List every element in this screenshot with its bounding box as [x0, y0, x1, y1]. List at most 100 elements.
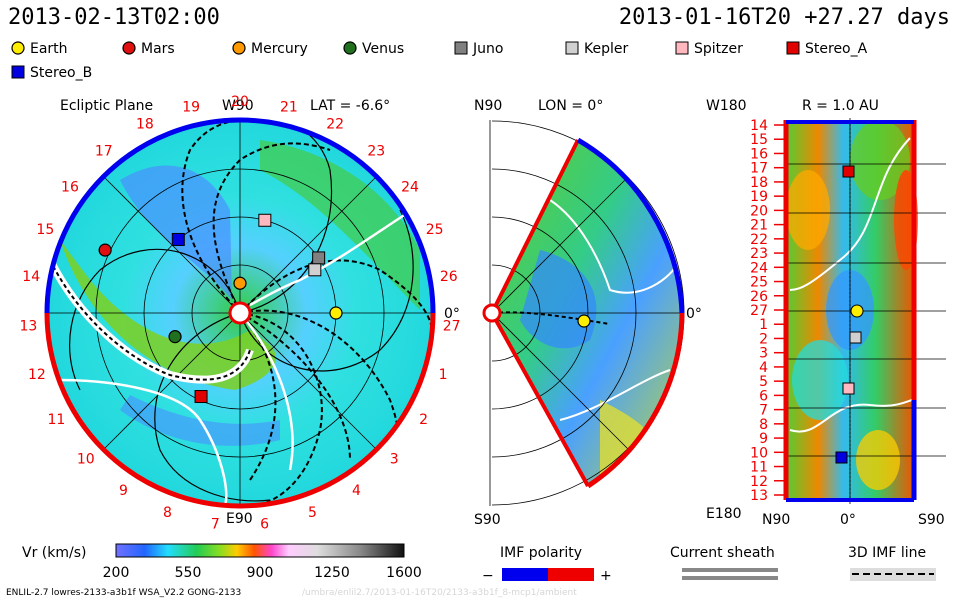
imf-line-label: 3D IMF line — [848, 545, 926, 561]
ecliptic-marker-mars — [98, 243, 112, 257]
synoptic-tick-5: 5 — [759, 374, 768, 390]
legend-label-venus: Venus — [362, 41, 404, 57]
synoptic-tick-27: 27 — [750, 303, 768, 319]
imf-line-bg — [850, 568, 936, 581]
synoptic-tick-1: 1 — [759, 317, 768, 333]
datetime-left: 2013-02-13T02:00 — [8, 5, 220, 30]
synoptic-tick-13: 13 — [750, 488, 768, 504]
legend-label-mars: Mars — [141, 41, 175, 57]
current-sheath-legend: Current sheath — [670, 545, 778, 580]
ecliptic-marker-spitzer — [258, 213, 272, 227]
legend-swatch-stereo-b — [11, 65, 25, 79]
path-watermark: /umbra/enlil2.7/2013-01-16T20/2133-a3b1f… — [302, 588, 577, 598]
synoptic-tick-2: 2 — [759, 331, 768, 347]
synoptic-tick-15: 15 — [750, 132, 768, 148]
synoptic-tick-6: 6 — [759, 388, 768, 404]
meridional-earth-marker — [577, 314, 591, 328]
carrington-tick-15: 15 — [36, 222, 54, 238]
synoptic-tick-9: 9 — [759, 431, 768, 447]
meridional-sun-marker — [482, 303, 502, 323]
synoptic-tick-23: 23 — [750, 246, 768, 262]
synoptic-tick-3: 3 — [759, 346, 768, 362]
synoptic-tick-20: 20 — [750, 203, 768, 219]
current-sheath-label: Current sheath — [670, 545, 775, 561]
carrington-tick-7: 7 — [211, 517, 220, 533]
ecliptic-marker-mercury — [233, 276, 247, 290]
carrington-tick-5: 5 — [308, 505, 317, 521]
legend-label-juno: Juno — [472, 41, 503, 57]
synoptic-title: R = 1.0 AU — [802, 98, 879, 114]
legend-swatch-mercury — [232, 41, 246, 55]
imf-line-legend: 3D IMF line — [848, 545, 936, 581]
carrington-tick-11: 11 — [47, 412, 65, 428]
synoptic-stereo-b-marker — [835, 451, 848, 464]
ecliptic-bottom-label: E90 — [226, 511, 253, 527]
legend-label-earth: Earth — [30, 41, 68, 57]
carrington-tick-22: 22 — [326, 117, 344, 133]
legend-swatch-kepler — [565, 41, 579, 55]
ecliptic-marker-juno — [312, 251, 326, 265]
meridional-arc-north — [576, 137, 685, 314]
carrington-tick-27: 27 — [443, 318, 461, 334]
carrington-tick-24: 24 — [401, 179, 419, 195]
legend-swatch-venus — [343, 41, 357, 55]
ecliptic-planet-markers — [98, 213, 343, 404]
ecliptic-lat-label: LAT = -6.6° — [310, 98, 390, 114]
synoptic-top-left-label: W180 — [706, 98, 747, 114]
legend-swatch-earth — [11, 41, 25, 55]
meridional-panel: N90 LON = 0° S90 0° — [474, 98, 702, 528]
carrington-tick-3: 3 — [390, 451, 399, 467]
synoptic-x-label-0: 0° — [840, 512, 856, 528]
synoptic-y-ticks: 1415161718192021222324252627123456789101… — [750, 118, 786, 504]
carrington-tick-12: 12 — [28, 367, 46, 383]
carrington-tick-19: 19 — [182, 100, 200, 116]
slow-wind-region — [60, 240, 276, 390]
ecliptic-panel: Ecliptic Plane W90 LAT = -6.6° — [19, 94, 460, 533]
legend-label-stereo-b: Stereo_B — [30, 65, 92, 81]
sun-marker — [228, 301, 252, 325]
synoptic-tick-4: 4 — [759, 360, 768, 376]
carrington-tick-9: 9 — [119, 483, 128, 499]
synoptic-x-label-s90: S90 — [918, 512, 945, 528]
carrington-tick-26: 26 — [440, 269, 458, 285]
colorbar-tick-900: 900 — [247, 565, 274, 581]
colorbar-label: Vr (km/s) — [22, 545, 86, 561]
colorbar-tick-550: 550 — [175, 565, 202, 581]
colorbar: Vr (km/s) 200 550 900 1250 1600 — [22, 543, 422, 581]
carrington-tick-8: 8 — [163, 505, 172, 521]
colorbar-scale — [115, 543, 405, 558]
synoptic-tick-24: 24 — [750, 260, 768, 276]
synoptic-tick-16: 16 — [750, 146, 768, 162]
legend: Earth Mars Mercury Venus Juno Kepler Spitzer St… — [11, 41, 868, 81]
legend-label-spitzer: Spitzer — [694, 41, 743, 57]
colorbar-tick-200: 200 — [103, 565, 130, 581]
meridional-top-label: N90 — [474, 98, 502, 114]
carrington-ticks: 20 21222324252627123456789101112131415161… — [19, 94, 460, 533]
colorbar-tick-1600: 1600 — [386, 565, 422, 581]
carrington-tick-14: 14 — [22, 269, 40, 285]
synoptic-tick-14: 14 — [750, 118, 768, 134]
carrington-tick-2: 2 — [419, 412, 428, 428]
meridional-bottom-label: S90 — [474, 512, 501, 528]
ecliptic-marker-kepler — [308, 263, 322, 277]
ecliptic-marker-stereo-b — [171, 232, 185, 246]
legend-swatch-juno — [454, 41, 468, 55]
current-sheath-line-1 — [682, 568, 778, 572]
synoptic-tick-21: 21 — [750, 218, 768, 234]
ecliptic-title: Ecliptic Plane — [60, 98, 153, 114]
synoptic-kepler-marker — [849, 331, 862, 344]
synoptic-tick-10: 10 — [750, 445, 768, 461]
imf-plus-label: + — [600, 568, 612, 584]
synoptic-spitzer-marker — [842, 382, 855, 395]
carrington-tick-18: 18 — [136, 117, 154, 133]
synoptic-tick-19: 19 — [750, 189, 768, 205]
synoptic-earth-marker — [850, 304, 864, 318]
ecliptic-marker-stereo-a — [194, 390, 208, 404]
synoptic-features — [786, 120, 918, 490]
meridional-imf-line — [491, 311, 611, 325]
ecliptic-right-label: 0° — [444, 306, 460, 322]
ecliptic-boundary-west — [44, 312, 241, 509]
synoptic-x-label-n90: N90 — [762, 512, 790, 528]
carrington-tick-20: 20 — [231, 94, 249, 110]
